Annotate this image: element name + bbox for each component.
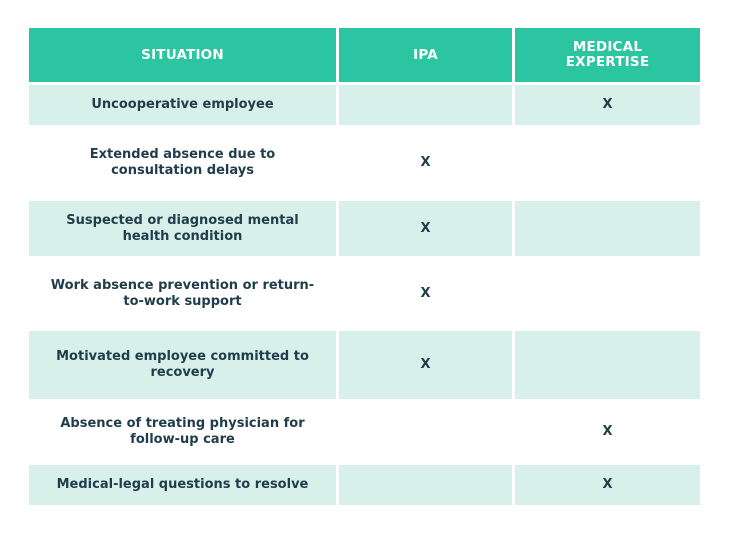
medical-expertise-cell: X (515, 465, 700, 505)
comparison-table: SITUATION IPA MEDICAL EXPERTISE Uncooper… (29, 28, 700, 508)
ipa-cell: X (339, 259, 512, 328)
situation-cell: Suspected or diagnosed mental health con… (29, 201, 336, 256)
header-ipa: IPA (339, 28, 512, 82)
table-row: Extended absence due to consultation del… (29, 128, 700, 198)
situation-cell: Work absence prevention or return-to-wor… (29, 259, 336, 328)
situation-cell: Medical-legal questions to resolve (29, 465, 336, 505)
table-row: Suspected or diagnosed mental health con… (29, 201, 700, 256)
situation-cell: Motivated employee committed to recovery (29, 331, 336, 399)
ipa-cell (339, 402, 512, 462)
medical-expertise-cell (515, 201, 700, 256)
table-row: Absence of treating physician for follow… (29, 402, 700, 462)
situation-cell: Extended absence due to consultation del… (29, 128, 336, 198)
ipa-cell: X (339, 201, 512, 256)
table-row: Work absence prevention or return-to-wor… (29, 259, 700, 328)
situation-cell: Absence of treating physician for follow… (29, 402, 336, 462)
situation-cell: Uncooperative employee (29, 85, 336, 125)
table-row: Uncooperative employee X (29, 85, 700, 125)
table-row: Motivated employee committed to recovery… (29, 331, 700, 399)
table-row: Medical-legal questions to resolve X (29, 465, 700, 505)
medical-expertise-cell (515, 331, 700, 399)
medical-expertise-cell: X (515, 85, 700, 125)
ipa-cell: X (339, 331, 512, 399)
ipa-cell: X (339, 128, 512, 198)
medical-expertise-cell (515, 128, 700, 198)
header-medical-expertise: MEDICAL EXPERTISE (515, 28, 700, 82)
table-header-row: SITUATION IPA MEDICAL EXPERTISE (29, 28, 700, 82)
header-situation: SITUATION (29, 28, 336, 82)
ipa-cell (339, 85, 512, 125)
medical-expertise-cell: X (515, 402, 700, 462)
ipa-cell (339, 465, 512, 505)
medical-expertise-cell (515, 259, 700, 328)
